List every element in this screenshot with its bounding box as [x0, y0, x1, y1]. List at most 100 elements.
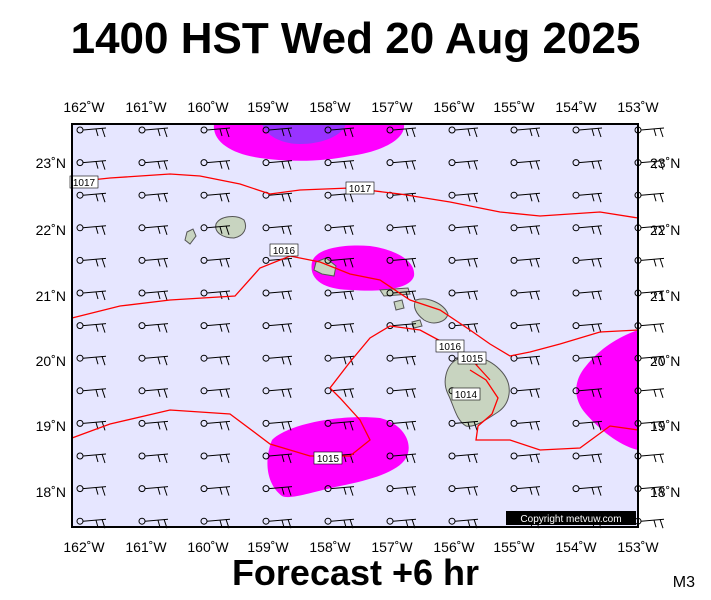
- wind-barb: [386, 126, 417, 138]
- lon-tick-label-bottom: 158˚W: [309, 539, 351, 555]
- wind-barb: [200, 159, 231, 170]
- isobar-label-text: 1016: [439, 342, 462, 353]
- wind-barb: [262, 452, 293, 464]
- wind-barb: [510, 256, 541, 268]
- wind-barb: [448, 224, 479, 235]
- wind-barb: [324, 289, 355, 301]
- wind-barb: [200, 191, 231, 203]
- wind-barb: [262, 354, 293, 366]
- wind-barb: [448, 191, 479, 203]
- wind-barb: [634, 322, 665, 333]
- forecast-subtitle: Forecast +6 hr: [231, 552, 480, 593]
- isobar-label-text: 1015: [317, 454, 340, 465]
- wind-barb: [448, 126, 479, 138]
- wind-barb: [324, 387, 355, 398]
- lon-tick-label-bottom: 153˚W: [617, 539, 659, 555]
- wind-barb: [572, 224, 603, 235]
- wind-barb: [572, 485, 603, 496]
- wind-barb: [76, 289, 107, 301]
- wind-barb: [324, 485, 355, 496]
- wind-barb: [448, 419, 479, 431]
- wind-barb: [324, 159, 355, 170]
- wind-barb: [324, 256, 355, 268]
- wind-barb: [386, 256, 417, 268]
- wind-barb: [448, 289, 479, 301]
- wind-barb: [138, 159, 169, 170]
- island-kahoolawe: [411, 319, 423, 329]
- wind-barb: [200, 387, 231, 398]
- wind-barb: [200, 256, 231, 268]
- wind-barb: [510, 126, 541, 138]
- left-latitude-ticks: 23˚N 22˚N 21˚N 20˚N 19˚N 18˚N: [36, 155, 66, 500]
- lon-tick-label-bottom: 154˚W: [555, 539, 597, 555]
- wind-barb: [200, 419, 231, 431]
- lat-tick-label-right: 23˚N: [650, 155, 680, 171]
- lon-tick-label-top: 155˚W: [493, 99, 535, 115]
- lon-tick-label-top: 162˚W: [63, 99, 105, 115]
- lat-tick-label-left: 20˚N: [36, 353, 66, 369]
- isobar-line: [71, 255, 639, 357]
- wind-barb: [386, 387, 417, 398]
- lon-tick-label-bottom: 159˚W: [247, 539, 289, 555]
- wind-barb: [448, 485, 479, 496]
- lat-tick-label-left: 23˚N: [36, 155, 66, 171]
- wind-barb: [200, 224, 231, 235]
- wind-barb: [76, 191, 107, 203]
- wind-barb: [386, 485, 417, 496]
- wind-barb: [200, 354, 231, 366]
- wind-barb: [386, 224, 417, 235]
- wind-barb: [572, 191, 603, 203]
- bottom-longitude-ticks: 162˚W 161˚W 160˚W 159˚W 158˚W 157˚W 156˚W 155˚W…: [63, 539, 659, 555]
- lat-tick-label-left: 19˚N: [36, 418, 66, 434]
- wind-barb: [138, 126, 169, 138]
- wind-barb: [634, 452, 665, 464]
- wind-barb: [510, 224, 541, 235]
- lat-tick-label-left: 22˚N: [36, 222, 66, 238]
- lon-tick-label-top: 153˚W: [617, 99, 659, 115]
- wind-barb: [76, 322, 107, 333]
- wind-barb: [138, 354, 169, 366]
- isobar-label-text: 1017: [73, 178, 96, 189]
- isobar-label-text: 1015: [461, 354, 484, 365]
- lon-tick-label-top: 161˚W: [125, 99, 167, 115]
- island-lanai: [393, 299, 405, 311]
- wind-barb: [448, 256, 479, 268]
- wind-barb: [448, 452, 479, 464]
- lat-tick-label-left: 21˚N: [36, 288, 66, 304]
- isobar-label: 1016: [435, 339, 465, 353]
- wind-barb: [510, 419, 541, 431]
- lon-tick-label-bottom: 157˚W: [371, 539, 413, 555]
- wind-barb: [138, 224, 169, 235]
- wind-barb: [262, 387, 293, 398]
- island-niihau: [184, 228, 197, 245]
- wind-barb: [572, 322, 603, 333]
- wind-barb: [324, 126, 355, 138]
- rain-area-east: [576, 330, 638, 450]
- island-maui: [413, 298, 449, 324]
- isobar-label: 1014: [451, 387, 481, 401]
- wind-barb: [262, 159, 293, 170]
- wind-barb: [324, 191, 355, 203]
- wind-barb: [634, 191, 665, 203]
- wind-barb: [324, 224, 355, 235]
- isobar-label-text: 1016: [273, 246, 296, 257]
- wind-barbs: [76, 126, 665, 529]
- isobar-label: 1017: [345, 181, 375, 195]
- wind-barb: [200, 126, 231, 138]
- wind-barb: [572, 159, 603, 170]
- isobar-label: 1015: [313, 451, 343, 465]
- wind-barb: [324, 419, 355, 431]
- top-longitude-ticks: 162˚W 161˚W 160˚W 159˚W 158˚W 157˚W 156˚W 155˚W…: [63, 99, 659, 115]
- wind-barb: [572, 387, 603, 398]
- isobar-line: [469, 369, 639, 451]
- wind-barb: [510, 159, 541, 170]
- wind-barb: [200, 452, 231, 464]
- lon-tick-label-top: 160˚W: [187, 99, 229, 115]
- isobar-label: 1016: [269, 243, 299, 257]
- wind-barb: [138, 387, 169, 398]
- wind-barb: [262, 289, 293, 301]
- lat-tick-label-right: 19˚N: [650, 418, 680, 434]
- wind-barb: [138, 256, 169, 268]
- wind-barb: [634, 517, 665, 529]
